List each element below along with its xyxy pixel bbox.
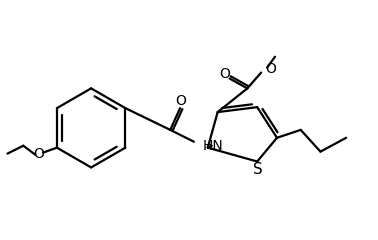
Text: O: O: [265, 62, 276, 76]
Text: O: O: [34, 147, 45, 161]
Text: HN: HN: [203, 139, 224, 153]
Text: S: S: [253, 162, 263, 177]
Text: O: O: [219, 66, 230, 81]
Text: O: O: [176, 94, 186, 108]
